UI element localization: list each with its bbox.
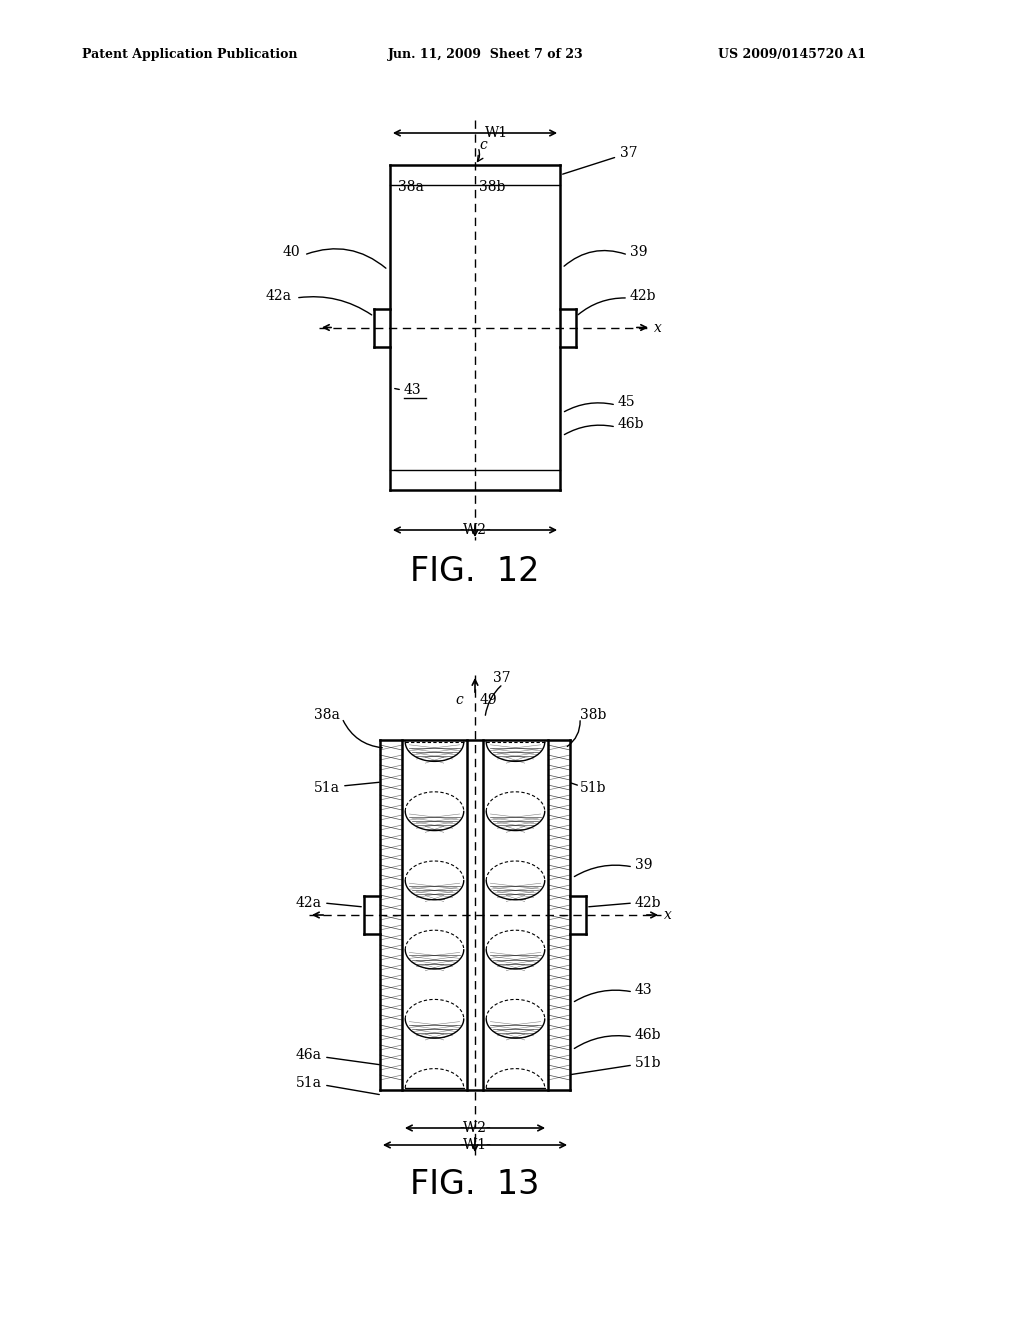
- Text: 51b: 51b: [580, 781, 606, 795]
- Text: 39: 39: [630, 246, 647, 259]
- Text: 49: 49: [480, 693, 498, 708]
- Text: Patent Application Publication: Patent Application Publication: [82, 48, 298, 61]
- Text: 51a: 51a: [314, 781, 340, 795]
- Text: 51a: 51a: [296, 1076, 322, 1090]
- Text: x: x: [654, 321, 662, 334]
- Text: 42b: 42b: [635, 896, 662, 909]
- Text: 42a: 42a: [266, 289, 292, 304]
- Text: -W2-: -W2-: [459, 1121, 490, 1135]
- Text: FIG.  13: FIG. 13: [411, 1168, 540, 1201]
- Text: 51b: 51b: [635, 1056, 662, 1071]
- Text: c: c: [456, 693, 463, 708]
- Text: 38b: 38b: [580, 708, 606, 722]
- Text: x: x: [664, 908, 672, 921]
- Text: 45: 45: [618, 395, 636, 409]
- Text: 46b: 46b: [618, 417, 644, 432]
- Text: 43: 43: [404, 383, 422, 397]
- Text: 39: 39: [635, 858, 652, 873]
- Text: 42a: 42a: [296, 896, 322, 909]
- Text: 40: 40: [283, 246, 300, 259]
- Text: c: c: [479, 139, 486, 152]
- Text: 42b: 42b: [630, 289, 656, 304]
- Text: Jun. 11, 2009  Sheet 7 of 23: Jun. 11, 2009 Sheet 7 of 23: [388, 48, 584, 61]
- Text: US 2009/0145720 A1: US 2009/0145720 A1: [718, 48, 866, 61]
- Text: 46a: 46a: [296, 1048, 322, 1063]
- Text: 46b: 46b: [635, 1028, 662, 1041]
- Text: -W1-: -W1-: [459, 1138, 490, 1152]
- Text: FIG.  12: FIG. 12: [411, 554, 540, 587]
- Text: 38b: 38b: [479, 180, 506, 194]
- Text: 37: 37: [562, 147, 638, 174]
- Text: W1: W1: [485, 125, 508, 140]
- Text: 43: 43: [635, 983, 652, 997]
- Text: 38a: 38a: [314, 708, 340, 722]
- Text: 38a: 38a: [398, 180, 424, 194]
- Text: -W2-: -W2-: [459, 523, 490, 537]
- Text: 37: 37: [493, 671, 511, 685]
